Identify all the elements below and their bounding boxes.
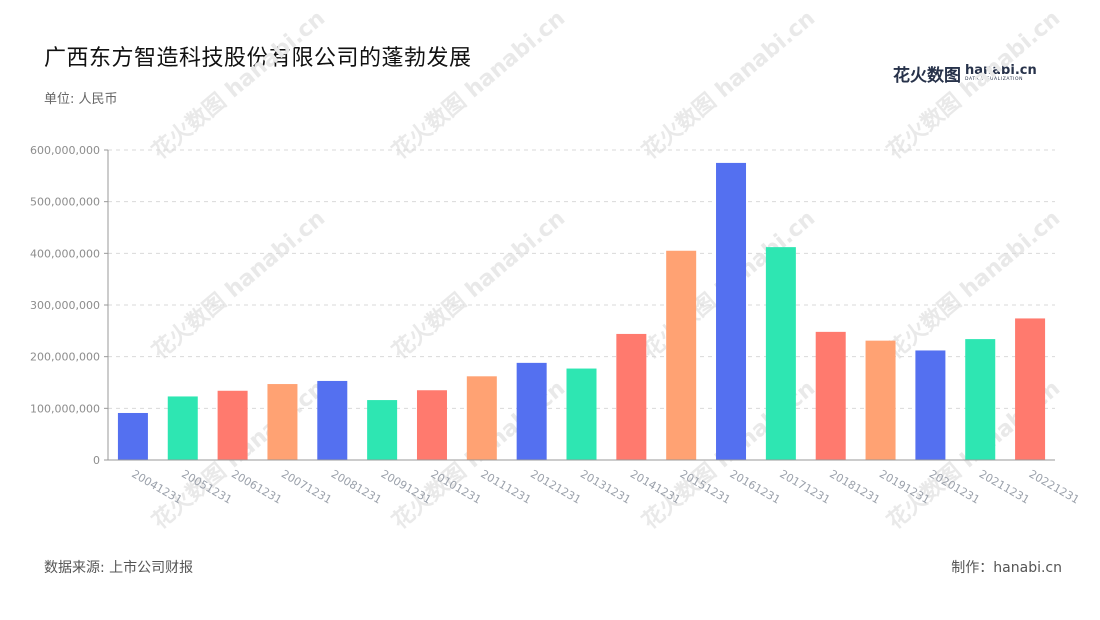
- x-tick-label: 20161231: [728, 467, 783, 506]
- bar[interactable]: [915, 350, 946, 460]
- logo-text-en: hanabi.cn: [965, 62, 1037, 78]
- logo-en-block: hanabi.cn DATA VISUALIZATION: [965, 64, 1037, 83]
- bar[interactable]: [416, 390, 447, 460]
- bar[interactable]: [666, 250, 697, 460]
- bar[interactable]: [566, 368, 597, 460]
- x-tick-label: 20131231: [578, 467, 633, 506]
- y-tick-label: 200,000,000: [30, 351, 100, 364]
- bar[interactable]: [616, 333, 647, 460]
- bar[interactable]: [466, 376, 497, 460]
- y-tick-label: 0: [93, 454, 100, 467]
- x-tick-label: 20061231: [229, 467, 284, 506]
- x-tick-label: 20181231: [827, 467, 882, 506]
- bar[interactable]: [965, 339, 996, 460]
- x-tick-label: 20111231: [478, 467, 533, 506]
- watermark-text: 花火数图 hanabi.cn: [637, 5, 820, 164]
- bar[interactable]: [865, 340, 896, 460]
- x-tick-label: 20071231: [279, 467, 334, 506]
- watermark-text: 花火数图 hanabi.cn: [147, 205, 330, 364]
- y-tick-label: 500,000,000: [30, 196, 100, 209]
- watermark-text: 花火数图 hanabi.cn: [882, 5, 1065, 164]
- unit-label: 单位: 人民币: [44, 92, 118, 107]
- chart-title: 广西东方智造科技股份有限公司的蓬勃发展: [44, 46, 472, 71]
- bar[interactable]: [367, 400, 398, 460]
- brand-logo: 花火数图 hanabi.cn DATA VISUALIZATION: [893, 60, 1037, 86]
- bar[interactable]: [815, 331, 846, 460]
- y-tick-label: 400,000,000: [30, 247, 100, 260]
- x-tick-label: 20081231: [329, 467, 384, 506]
- bar[interactable]: [716, 162, 747, 460]
- watermark-text: 花火数图 hanabi.cn: [387, 205, 570, 364]
- bar[interactable]: [117, 412, 148, 460]
- bar[interactable]: [167, 396, 198, 460]
- x-tick-label: 20211231: [977, 467, 1032, 506]
- x-tick-label: 20221231: [1027, 467, 1082, 506]
- watermark-text: 花火数图 hanabi.cn: [387, 5, 570, 164]
- bar[interactable]: [317, 380, 348, 460]
- logo-tagline: DATA VISUALIZATION: [965, 76, 1024, 82]
- y-axis: 0 100,000,000 200,000,000 300,000,000 400,00…: [30, 144, 109, 467]
- x-tick-label: 20171231: [777, 467, 832, 506]
- watermark-text: 花火数图 hanabi.cn: [147, 5, 330, 164]
- y-tick-label: 100,000,000: [30, 402, 100, 415]
- y-tick-label: 300,000,000: [30, 299, 100, 312]
- bar[interactable]: [765, 247, 796, 460]
- logo-text-cn: 花火数图: [893, 65, 961, 86]
- x-tick-label: 20041231: [129, 467, 184, 506]
- bar[interactable]: [1015, 318, 1046, 460]
- x-tick-label: 20121231: [528, 467, 583, 506]
- bar[interactable]: [267, 384, 298, 460]
- bar-series: [117, 162, 1046, 460]
- y-tick-label: 600,000,000: [30, 144, 100, 157]
- credit-text: 制作：hanabi.cn: [951, 560, 1062, 576]
- data-source: 数据来源: 上市公司财报: [44, 560, 194, 576]
- bar[interactable]: [516, 362, 547, 460]
- bar[interactable]: [217, 390, 248, 460]
